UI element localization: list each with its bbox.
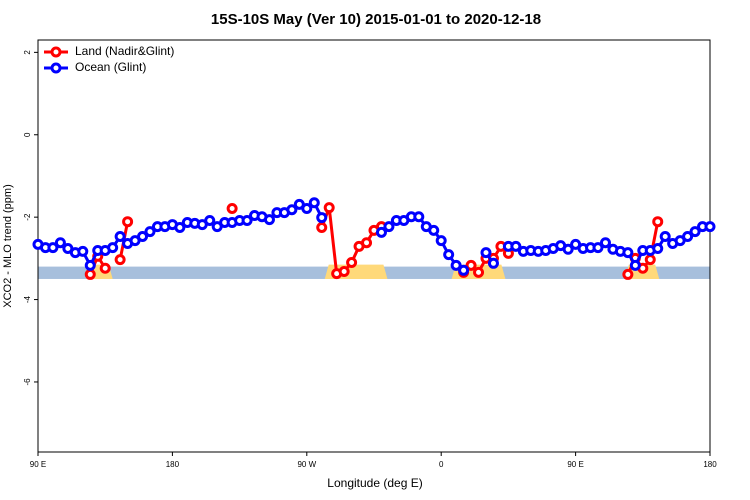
data-point (241, 214, 253, 226)
y-tick-label: -2 (23, 213, 32, 221)
data-point (450, 259, 462, 271)
data-point (84, 259, 96, 271)
y-axis-label: XCO2 - MLO trend (ppm) (2, 184, 14, 307)
x-tick-label: 180 (703, 460, 717, 469)
data-point (644, 254, 656, 266)
data-point (316, 221, 328, 233)
x-tick-label: 90 E (567, 460, 583, 469)
legend-label: Ocean (Glint) (75, 60, 146, 74)
data-point (84, 268, 96, 280)
data-point (107, 242, 119, 254)
data-point (689, 226, 701, 238)
x-tick-label: 90 W (297, 460, 316, 469)
x-axis-label: Longitude (deg E) (327, 476, 422, 490)
data-point (301, 203, 313, 215)
data-point (704, 221, 716, 233)
data-point (174, 221, 186, 233)
data-point (286, 204, 298, 216)
y-tick-label: 2 (23, 50, 32, 55)
data-point (443, 249, 455, 261)
data-point (137, 231, 149, 243)
data-point (99, 262, 111, 274)
data-point (652, 242, 664, 254)
x-tick-label: 0 (439, 460, 444, 469)
legend-label: Land (Nadir&Glint) (75, 44, 174, 58)
y-tick-label: -6 (23, 378, 32, 386)
data-point (622, 247, 634, 259)
legend-marker (50, 62, 62, 74)
data-point (622, 268, 634, 280)
data-point (346, 256, 358, 268)
data-point (599, 237, 611, 249)
data-point (263, 214, 275, 226)
y-tick-label: 0 (23, 132, 32, 137)
data-point (77, 245, 89, 257)
data-point (308, 197, 320, 209)
data-point (375, 226, 387, 238)
data-point (473, 266, 485, 278)
data-point (338, 266, 350, 278)
legend-marker (50, 46, 62, 58)
data-point (114, 231, 126, 243)
data-point (487, 257, 499, 269)
data-point (413, 211, 425, 223)
data-point (458, 264, 470, 276)
data-point (510, 240, 522, 252)
data-point (682, 231, 694, 243)
chart-title: 15S-10S May (Ver 10) 2015-01-01 to 2020-… (211, 11, 541, 28)
data-point (47, 242, 59, 254)
data-point (361, 237, 373, 249)
x-tick-label: 90 E (30, 460, 46, 469)
data-point (428, 224, 440, 236)
data-point (114, 254, 126, 266)
data-point (383, 221, 395, 233)
data-point (316, 212, 328, 224)
data-point (226, 203, 238, 215)
data-point (562, 243, 574, 255)
data-point (629, 259, 641, 271)
y-tick-label: -4 (23, 295, 32, 303)
data-point (659, 231, 671, 243)
data-point (465, 259, 477, 271)
data-point (480, 247, 492, 259)
data-point (435, 235, 447, 247)
data-point (144, 226, 156, 238)
data-point (592, 242, 604, 254)
x-tick-label: 180 (166, 460, 180, 469)
data-point (54, 237, 66, 249)
data-point (323, 202, 335, 214)
data-point (204, 214, 216, 226)
data-point (652, 216, 664, 228)
data-point (122, 216, 134, 228)
